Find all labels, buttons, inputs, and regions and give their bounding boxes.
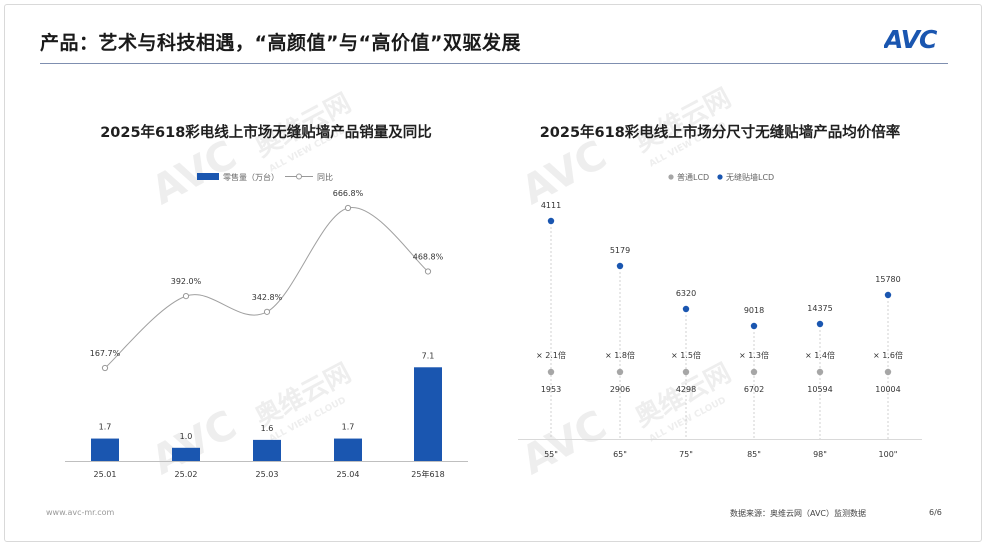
website-url: www.avc-mr.com [46,508,115,517]
logo-text: AVC [884,26,938,52]
left-chart-title: 2025年618彩电线上市场无缝贴墙产品销量及同比 [100,125,432,141]
data-source: 数据来源：奥维云网（AVC）监测数据 [730,509,867,518]
page-number: 6/6 [929,508,942,517]
page-title: 产品：艺术与科技相遇，“高颜值”与“高价值”双驱发展 [40,32,521,54]
header-divider [40,63,948,64]
avc-logo: AVC [884,26,939,52]
slide-frame [4,4,982,542]
right-chart-title: 2025年618彩电线上市场分尺寸无缝贴墙产品均价倍率 [539,125,901,141]
